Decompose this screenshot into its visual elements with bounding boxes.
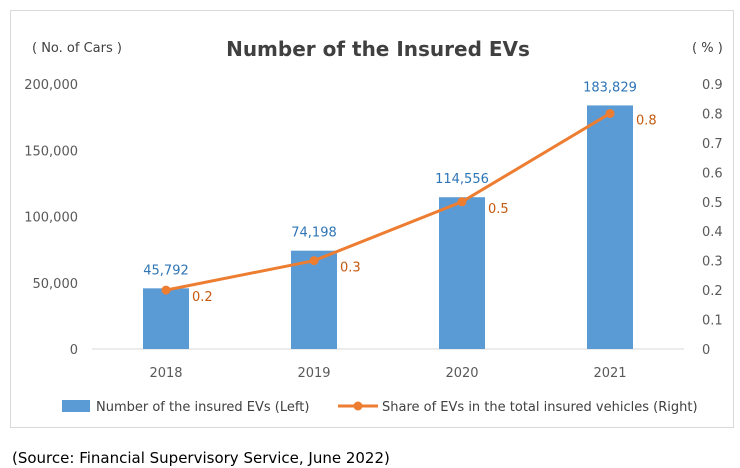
- line-data-label: 0.3: [340, 261, 361, 276]
- right-tick-label: 0.4: [702, 225, 723, 240]
- category-label: 2018: [149, 366, 182, 381]
- series-line: [165, 112, 611, 292]
- bar-data-label: 183,829: [583, 80, 637, 95]
- bar: [143, 288, 189, 349]
- right-tick-label: 0.2: [702, 284, 723, 299]
- line-point: [457, 197, 467, 207]
- right-axis-unit: ( % ): [692, 41, 723, 56]
- legend-line-label: Share of EVs in the total insured vehicl…: [382, 400, 698, 415]
- left-tick-label: 150,000: [24, 144, 78, 159]
- bar: [291, 250, 337, 349]
- right-axis-ticks: 0 0.1 0.2 0.3 0.4 0.5 0.6 0.7 0.8 0.9: [702, 78, 723, 358]
- left-tick-label: 50,000: [33, 277, 79, 292]
- bar-data-label: 114,556: [435, 172, 489, 187]
- bar-series: 45,792 74,198 114,556 183,829: [143, 80, 637, 349]
- left-axis-ticks: 0 50,000 100,000 150,000 200,000: [24, 78, 78, 358]
- line-point: [605, 108, 615, 118]
- category-label: 2021: [593, 366, 626, 381]
- left-tick-label: 100,000: [24, 211, 78, 226]
- line-data-label: 0.2: [192, 290, 213, 305]
- bar-data-label: 45,792: [143, 263, 189, 278]
- right-tick-label: 0: [702, 343, 710, 358]
- left-axis-unit: ( No. of Cars ): [32, 41, 122, 56]
- line-data-label: 0.5: [488, 202, 509, 217]
- bar: [439, 197, 485, 349]
- right-tick-label: 0.9: [702, 78, 723, 93]
- right-tick-label: 0.7: [702, 137, 723, 152]
- left-tick-label: 200,000: [24, 78, 78, 93]
- right-tick-label: 0.1: [702, 314, 723, 329]
- category-label: 2019: [297, 366, 330, 381]
- legend-bar-swatch: [62, 400, 90, 412]
- line-data-label: 0.8: [636, 113, 657, 128]
- legend-line-marker: [353, 401, 363, 411]
- legend: Number of the insured EVs (Left) Share of…: [62, 400, 698, 415]
- line-series: 0.2 0.3 0.5 0.8: [161, 108, 657, 305]
- legend-bar-label: Number of the insured EVs (Left): [96, 400, 309, 415]
- bar-data-label: 74,198: [291, 226, 337, 241]
- right-tick-label: 0.3: [702, 255, 723, 270]
- right-tick-label: 0.5: [702, 196, 723, 211]
- left-tick-label: 0: [70, 343, 78, 358]
- bar: [587, 105, 633, 349]
- right-tick-label: 0.6: [702, 166, 723, 181]
- category-labels: 2018 2019 2020 2021: [149, 366, 626, 381]
- category-label: 2020: [445, 366, 478, 381]
- source-note: (Source: Financial Supervisory Service, …: [12, 449, 390, 467]
- chart-frame: [10, 10, 734, 428]
- line-point: [161, 285, 171, 295]
- chart-svg: Number of the Insured EVs ( No. of Cars …: [24, 37, 723, 415]
- right-tick-label: 0.8: [702, 107, 723, 122]
- chart-title: Number of the Insured EVs: [226, 37, 530, 61]
- line-point: [309, 256, 319, 266]
